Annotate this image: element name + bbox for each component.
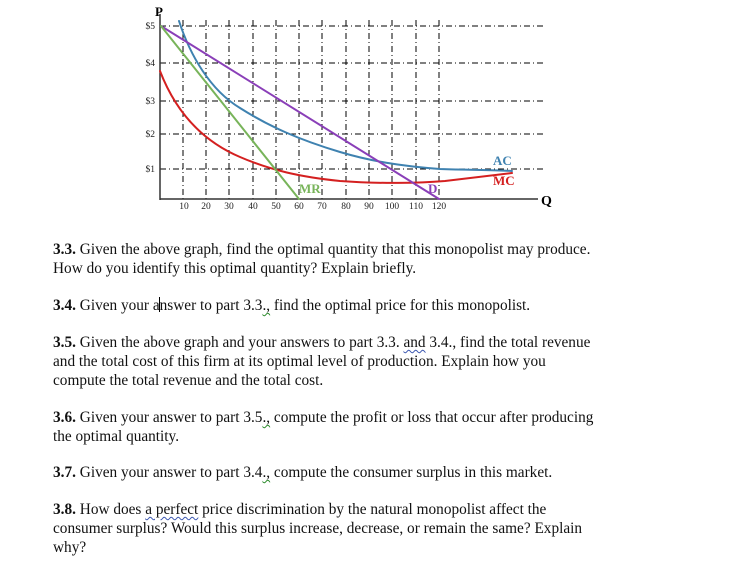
question-text: price discrimination by the natural mono… xyxy=(198,501,547,518)
question-text: How does xyxy=(75,501,146,518)
x-tick-60: 60 xyxy=(294,202,304,212)
x-tick-10: 10 xyxy=(179,202,189,212)
question-3-7: 3.7. Given your answer to part 3.4., com… xyxy=(53,463,693,482)
mc-label: MC xyxy=(493,173,515,188)
ac-curve xyxy=(178,20,513,172)
grammar-flag[interactable]: ., xyxy=(262,409,271,426)
x-tick-50: 50 xyxy=(271,202,281,212)
y-tick-1: $1 xyxy=(146,164,156,175)
question-number: 3.6. xyxy=(53,409,76,426)
grammar-flag[interactable]: ., xyxy=(262,464,271,481)
question-text: Given your a xyxy=(75,297,160,314)
question-text: find the optimal price for this monopoli… xyxy=(270,297,531,314)
question-text-line2: and the total cost of this firm at its o… xyxy=(53,353,546,370)
x-tick-40: 40 xyxy=(248,202,258,212)
p-axis-label: P xyxy=(155,4,163,19)
x-tick-70: 70 xyxy=(317,202,327,212)
y-tick-4: $4 xyxy=(146,58,156,69)
question-text: Given your answer to part 3.5 xyxy=(75,409,263,426)
mr-label: MR xyxy=(299,181,321,196)
x-tick-120: 120 xyxy=(432,202,447,212)
x-tick-110: 110 xyxy=(409,202,423,212)
question-number: 3.4. xyxy=(53,297,76,314)
axes xyxy=(159,14,538,200)
question-number: 3.7. xyxy=(53,464,76,481)
x-tick-20: 20 xyxy=(201,202,211,212)
demand-line xyxy=(160,25,440,200)
x-tick-30: 30 xyxy=(224,202,234,212)
x-tick-80: 80 xyxy=(341,202,351,212)
q-axis-label: Q xyxy=(541,194,552,209)
ac-label: AC xyxy=(493,153,512,168)
question-number: 3.5. xyxy=(53,334,76,351)
question-3-8: 3.8. How does a perfect price discrimina… xyxy=(53,500,693,557)
x-tick-100: 100 xyxy=(385,202,400,212)
x-tick-labels: 10 20 30 40 50 60 70 80 90 100 110 120 xyxy=(179,202,446,212)
monopoly-cost-chart: P Q $5 $4 $3 $2 $1 10 20 30 40 50 60 70 … xyxy=(146,4,553,212)
question-text: Given the above graph, find the optimal … xyxy=(75,241,591,258)
x-tick-90: 90 xyxy=(364,202,374,212)
y-tick-5: $5 xyxy=(146,21,156,32)
question-number: 3.3. xyxy=(53,241,76,258)
question-text: Given the above graph and your answers t… xyxy=(75,334,404,351)
question-text: compute the profit or loss that occur af… xyxy=(270,409,594,426)
question-text-line3: compute the total revenue and the total … xyxy=(53,372,324,389)
question-text: compute the consumer surplus in this mar… xyxy=(270,464,553,481)
question-3-3: 3.3. Given the above graph, find the opt… xyxy=(53,240,693,278)
grid xyxy=(160,20,545,199)
y-tick-3: $3 xyxy=(146,96,156,107)
text-cursor xyxy=(159,297,161,312)
grammar-flag[interactable]: and xyxy=(403,334,426,351)
question-text: Given your answer to part 3.4 xyxy=(75,464,263,481)
grammar-flag[interactable]: a perfect xyxy=(145,501,199,518)
y-tick-2: $2 xyxy=(146,129,156,140)
d-label: D xyxy=(428,181,437,196)
mc-curve xyxy=(159,70,513,184)
mr-line xyxy=(160,25,300,200)
question-text-line3: why? xyxy=(53,539,87,556)
grammar-flag[interactable]: ., xyxy=(262,297,271,314)
question-text-line2: the optimal quantity. xyxy=(53,428,180,445)
question-text: 3.4., find the total revenue xyxy=(425,334,591,351)
question-text-line2: How do you identify this optimal quantit… xyxy=(53,260,417,277)
question-text-line2: consumer surplus? Would this surplus inc… xyxy=(53,520,583,537)
question-text: nswer to part 3.3 xyxy=(159,297,263,314)
question-3-4: 3.4. Given your answer to part 3.3., fin… xyxy=(53,296,693,315)
question-3-5: 3.5. Given the above graph and your answ… xyxy=(53,333,693,390)
question-3-6: 3.6. Given your answer to part 3.5., com… xyxy=(53,408,693,446)
y-tick-labels: $5 $4 $3 $2 $1 xyxy=(146,21,156,175)
question-number: 3.8. xyxy=(53,501,76,518)
